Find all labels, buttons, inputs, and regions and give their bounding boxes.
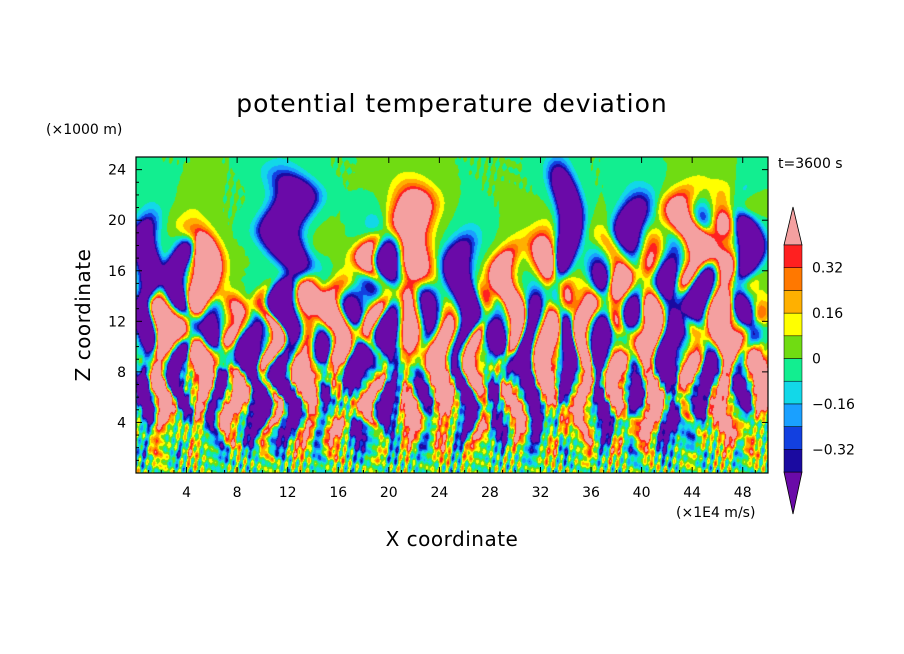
colorbar-extend-low (783, 471, 803, 515)
y-tick-label: 12 (108, 314, 126, 330)
colorbar-swatch (783, 290, 803, 314)
x-tick-label: 12 (279, 485, 297, 501)
colorbar-swatch (783, 312, 803, 337)
y-tick-label: 4 (117, 415, 126, 431)
colorbar: 0.32 0.16 0 −0.16 −0.32 (783, 206, 855, 515)
y-axis: 4 8 12 16 20 24 (108, 163, 768, 461)
chart-title: potential temperature deviation (236, 89, 667, 118)
colorbar-swatch (783, 449, 803, 473)
y-tick-label: 16 (108, 264, 126, 280)
x-tick-label: 32 (532, 485, 550, 501)
colorbar-swatch (783, 380, 803, 405)
colorbar-swatch (783, 358, 803, 382)
x-tick-label: 4 (182, 485, 191, 501)
y-axis-title: Z coordinate (71, 249, 95, 382)
contour-field (136, 157, 768, 473)
time-label: t=3600 s (778, 156, 843, 172)
colorbar-label: 0 (812, 352, 821, 368)
contour-raster (136, 157, 768, 473)
colorbar-swatch (783, 426, 803, 450)
colorbar-swatch (783, 335, 803, 359)
colorbar-swatch (783, 244, 803, 268)
colorbar-label: −0.16 (812, 397, 855, 413)
x-tick-label: 24 (430, 485, 448, 501)
colorbar-swatch (783, 403, 803, 427)
x-unit-label: (×1E4 m/s) (676, 505, 755, 521)
y-unit-label: (×1000 m) (46, 122, 122, 138)
x-tick-label: 36 (582, 485, 600, 501)
x-tick-label: 20 (380, 485, 398, 501)
x-tick-label: 48 (734, 485, 752, 501)
y-tick-label: 8 (117, 365, 126, 381)
x-axis: 4 8 12 16 20 24 28 32 36 40 44 48 (148, 157, 756, 501)
x-tick-label: 16 (329, 485, 347, 501)
x-tick-label: 8 (233, 485, 242, 501)
x-tick-label: 28 (481, 485, 499, 501)
colorbar-swatch (783, 267, 803, 291)
x-axis-title: X coordinate (386, 527, 519, 551)
y-tick-label: 24 (108, 163, 126, 179)
colorbar-label: −0.32 (812, 442, 855, 458)
colorbar-label: 0.32 (812, 261, 843, 277)
x-tick-label: 40 (633, 485, 651, 501)
y-tick-label: 20 (108, 213, 126, 229)
colorbar-extend-high (783, 206, 803, 246)
x-tick-label: 44 (683, 485, 701, 501)
colorbar-label: 0.16 (812, 306, 843, 322)
